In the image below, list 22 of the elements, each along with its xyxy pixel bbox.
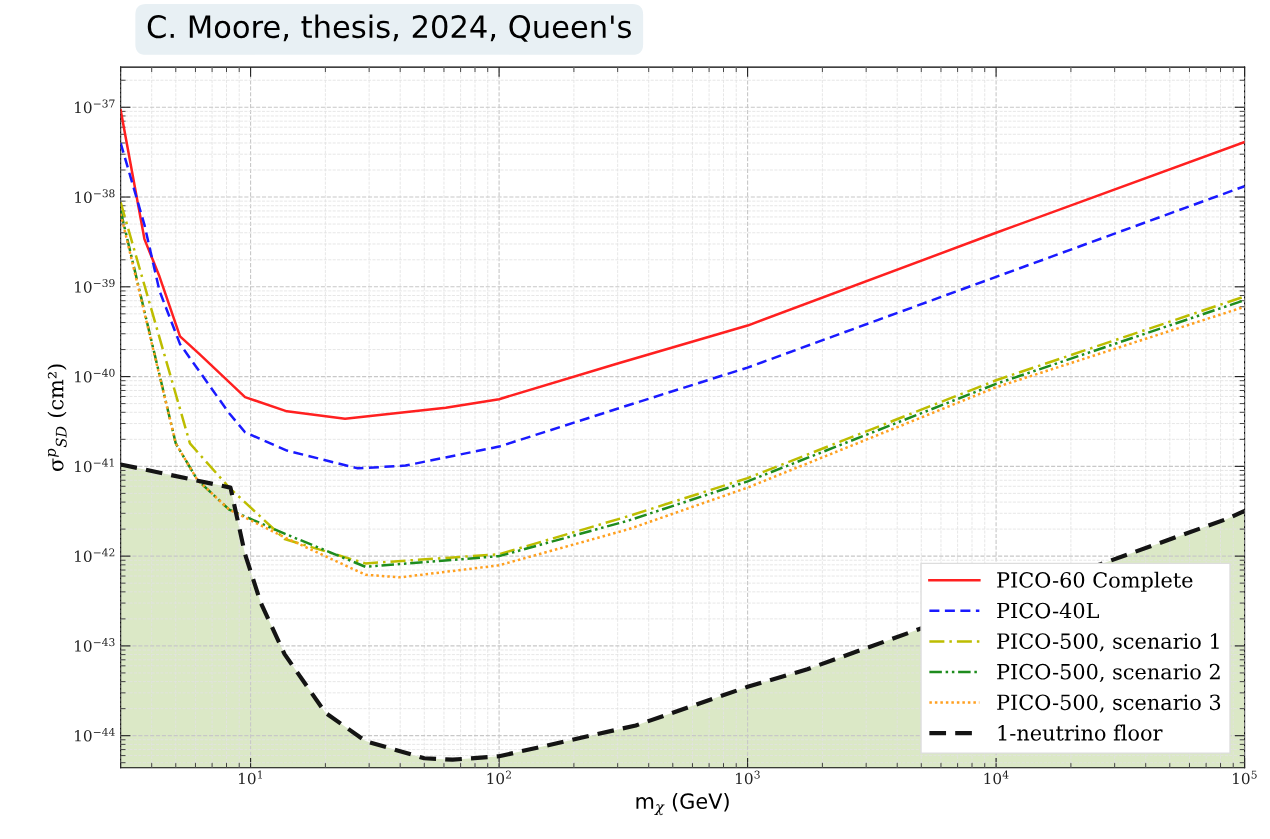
- y-tick-label: 10$^{−40}$: [75, 368, 115, 383]
- legend-label: PICO-500, scenario 2: [997, 663, 1220, 683]
- x-axis-title: m$_{χ}$ (GeV): [636, 792, 729, 816]
- legend-label: PICO-500, scenario 3: [997, 694, 1221, 713]
- legend-label: PICO-40L: [997, 602, 1099, 619]
- y-axis-title: σ$^{p}$$_{SD}$ (cm²): [47, 364, 67, 472]
- x-tick-label: 10$^{5}$: [1233, 770, 1257, 785]
- text: C. Moore, thesis, 2024, Queen's: [147, 14, 631, 42]
- x-tick-label: 10$^{1}$: [239, 770, 263, 785]
- y-tick-label: 10$^{−43}$: [75, 638, 115, 652]
- x-tick-label: 10$^{3}$: [736, 770, 760, 785]
- y-tick-label: 10$^{−37}$: [75, 99, 115, 114]
- y-tick-label: 10$^{−42}$: [75, 548, 115, 563]
- y-tick-label: 10$^{−44}$: [75, 727, 115, 742]
- legend-label: PICO-500, scenario 1: [997, 633, 1219, 652]
- y-tick-label: 10$^{−39}$: [75, 279, 115, 293]
- y-tick-label: 10$^{−38}$: [75, 189, 115, 203]
- legend-label: PICO-60 Complete: [997, 571, 1193, 592]
- y-tick-label: 10$^{−41}$: [75, 458, 114, 473]
- legend-label: 1-neutrino floor: [998, 724, 1163, 741]
- x-tick-label: 10$^{4}$: [984, 770, 1009, 785]
- x-tick-label: 10$^{2}$: [487, 770, 511, 785]
